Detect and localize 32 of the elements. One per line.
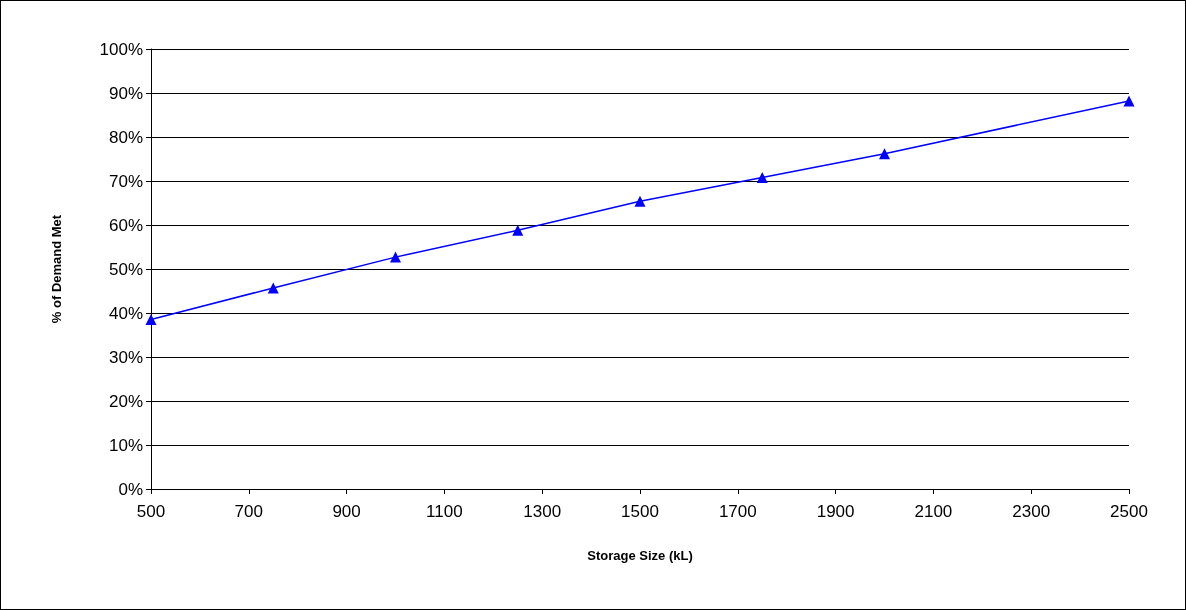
point (1123, 95, 1135, 107)
x-tick-label: 500 (136, 502, 166, 521)
y-tick-label: 50% (108, 259, 143, 279)
point (145, 314, 157, 326)
x-tick-label: 2100 (914, 502, 953, 521)
y-tick-label: 100% (99, 39, 143, 59)
x-axis-title: Storage Size (kL) (587, 548, 693, 563)
point (879, 148, 890, 160)
point (756, 171, 768, 183)
x-tick-label: 1900 (816, 502, 855, 521)
x-tick-label: 900 (332, 502, 361, 521)
point (267, 282, 279, 294)
x-tick-label: 2300 (1012, 502, 1051, 521)
y-tick-label: 70% (108, 171, 143, 191)
x-tick-label: 700 (234, 502, 263, 521)
y-tick-label: 20% (108, 391, 143, 411)
x-tick-label: 1500 (621, 502, 659, 521)
x-tick-label: 1100 (426, 502, 463, 521)
y-tick-label: 10% (108, 435, 143, 455)
y-tick-label: 90% (108, 83, 143, 103)
y-axis-title: % of Demand Met (49, 214, 64, 324)
y-tick-label: 0% (118, 479, 143, 499)
y-tick-label: 80% (108, 127, 143, 147)
x-tick-label: 1700 (718, 502, 757, 521)
y-tick-label: 40% (108, 303, 143, 323)
point (634, 195, 646, 207)
point (390, 251, 401, 263)
x-tick-label: 1300 (523, 502, 562, 521)
x-tick-label: 2500 (1110, 502, 1148, 521)
y-tick-label: 60% (108, 215, 143, 235)
point (512, 224, 524, 236)
y-tick-label: 30% (108, 347, 143, 367)
